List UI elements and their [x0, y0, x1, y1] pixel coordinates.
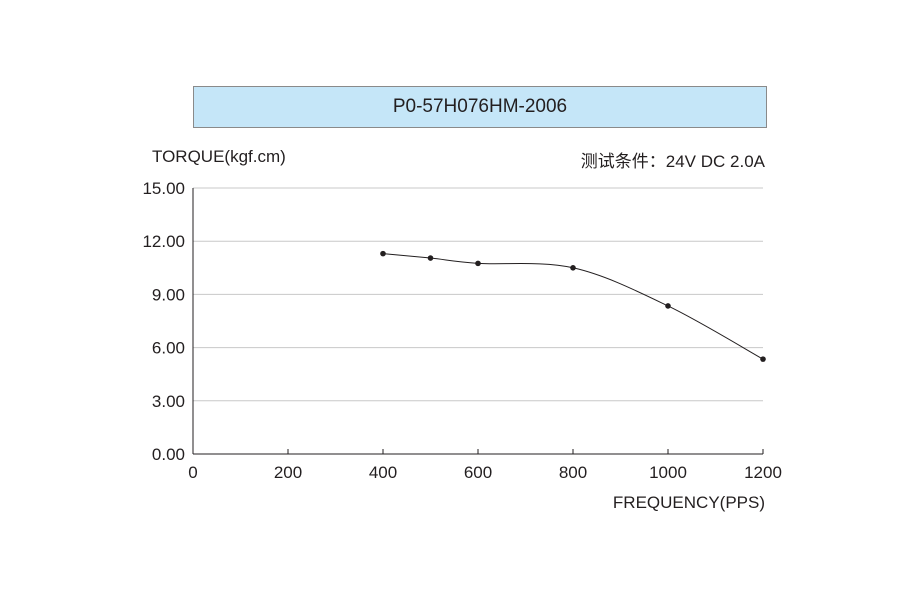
tick-labels: 0.00 3.00 6.00 9.00 12.00 15.00 0 200 400 600 800 1… — [142, 179, 781, 482]
data-point-4 — [665, 303, 671, 309]
grid-lines — [193, 187, 763, 402]
test-condition-annotation: 测试条件：24V DC 2.0A — [580, 152, 765, 171]
x-tick-label-5: 1000 — [649, 463, 687, 482]
y-tick-label-4: 12.00 — [142, 232, 185, 251]
x-tick-label-4: 800 — [559, 463, 587, 482]
y-tick-label-5: 15.00 — [142, 179, 185, 198]
x-tick-label-1: 200 — [274, 463, 302, 482]
x-axis-label: FREQUENCY(PPS) — [612, 493, 765, 512]
y-tick-label-1: 3.00 — [152, 392, 185, 411]
data-point-2 — [475, 260, 481, 267]
y-tick-label-2: 6.00 — [152, 339, 185, 358]
data-point-5 — [760, 356, 766, 362]
data-point-3 — [570, 265, 576, 271]
series — [380, 250, 766, 362]
y-axis-label: TORQUE(kgf.cm) — [152, 147, 286, 166]
chart-title: P0-57H076HM-2006 — [193, 86, 767, 128]
x-tick-label-2: 400 — [369, 463, 397, 482]
axes — [192, 188, 764, 455]
y-tick-label-3: 9.00 — [152, 285, 185, 304]
y-tick-label-0: 0.00 — [152, 445, 185, 464]
x-tick-label-0: 0 — [188, 463, 197, 482]
data-point-1 — [427, 255, 434, 261]
data-point-0 — [380, 250, 386, 257]
x-tick-label-3: 600 — [464, 463, 492, 482]
x-tick-label-6: 1200 — [744, 463, 782, 482]
